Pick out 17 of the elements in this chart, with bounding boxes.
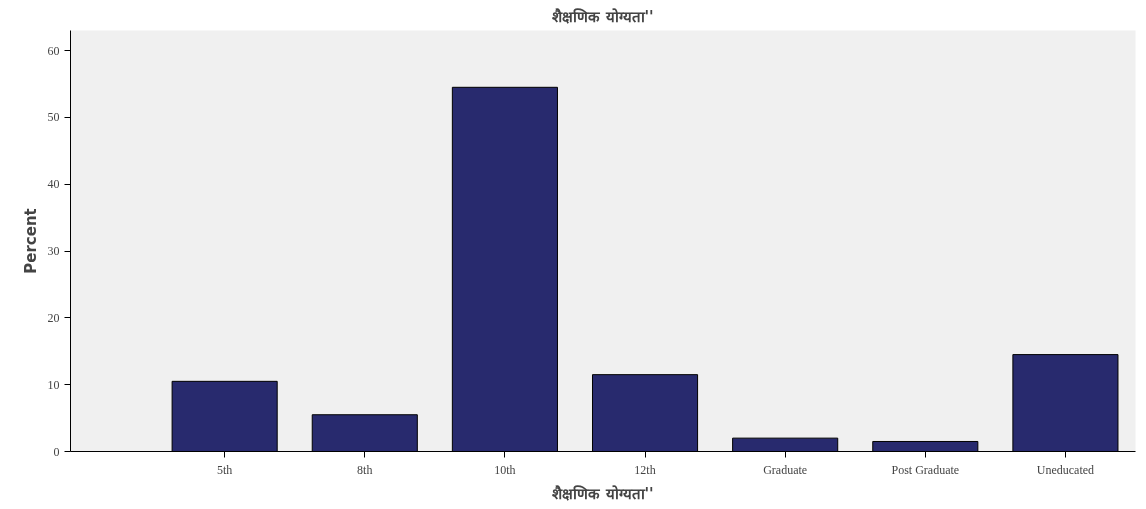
x-tick-label: Uneducated (1036, 462, 1095, 477)
y-tick-label: 0 (53, 444, 60, 459)
x-tick-label: 5th (216, 462, 233, 477)
x-axis-title: शैक्षणिक योग्यता'' (552, 484, 654, 503)
y-tick-label: 10 (47, 377, 60, 392)
y-tick-label: 50 (47, 110, 60, 125)
x-tick-label: 10th (494, 462, 516, 477)
chart-title: शैक्षणिक योग्यता'' (552, 7, 654, 26)
y-tick-label: 20 (47, 310, 60, 325)
x-tick-label: 8th (357, 462, 373, 477)
y-tick-label: 30 (47, 244, 60, 259)
y-tick-label: 60 (47, 43, 60, 58)
y-tick-label: 40 (47, 177, 60, 192)
y-axis-title: Percent (21, 208, 40, 274)
x-tick-label: 12th (634, 462, 656, 477)
x-tick-label: Graduate (763, 462, 808, 477)
x-tick-label: Post Graduate (891, 462, 960, 477)
